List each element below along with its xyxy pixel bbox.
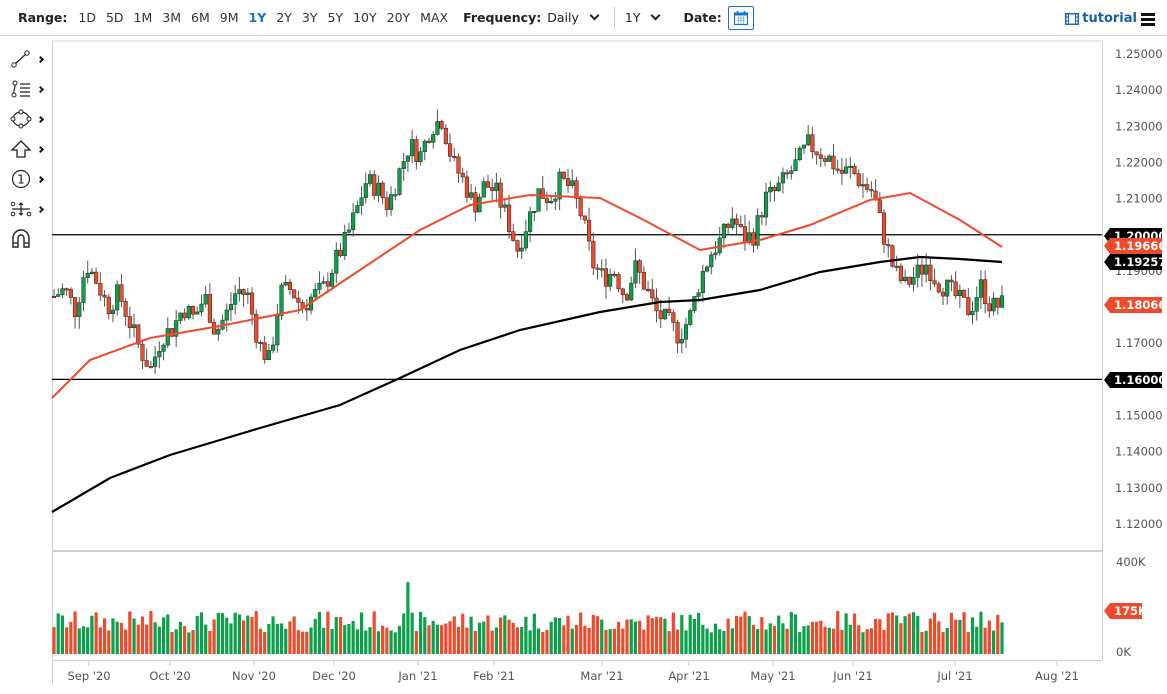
time-tick-label: Sep '20 [67,669,110,683]
time-tick-label: Mar '21 [580,669,623,683]
range-button-1d[interactable]: 1D [78,10,96,25]
short-moving-average-line [51,191,1003,399]
price-axis: 1.250001.240001.230001.220001.210001.200… [1115,47,1163,531]
frequency-label: Frequency: [463,10,542,25]
range-buttons: 1D 5D 1M 3M 6M 9M 1Y 2Y 3Y 5Y 10Y 20Y MAX [73,10,453,25]
range-button-20y[interactable]: 20Y [386,10,411,25]
date-label: Date: [683,10,722,25]
horizontal-lines[interactable] [52,234,1102,381]
range-button-2y[interactable]: 2Y [276,10,292,25]
tutorial-link[interactable]: tutorial [1065,11,1137,26]
shapes-tool[interactable] [0,104,50,134]
price-tick-label: 1.14000 [1115,445,1163,459]
measure-tool[interactable] [0,194,50,224]
period-value: 1Y [624,10,641,25]
price-tick-label: 1.25000 [1115,47,1163,61]
volume-bars [52,582,1004,654]
range-button-1y[interactable]: 1Y [248,10,267,25]
svg-text:1.19257: 1.19257 [1114,255,1166,269]
price-tick-label: 1.13000 [1115,481,1163,495]
film-icon [1065,12,1080,25]
range-button-3y[interactable]: 3Y [301,10,318,25]
arrow-up-icon [10,140,32,158]
range-button-max[interactable]: MAX [420,10,449,25]
fib-lines-icon [11,80,30,98]
range-button-9m[interactable]: 9M [219,10,239,25]
hamburger-menu-icon[interactable] [1141,13,1155,28]
price-tick-label: 1.21000 [1115,192,1163,206]
volume-axis: 400K 0K 175K [1104,555,1148,659]
svg-text:1: 1 [17,173,25,187]
volume-tick-label: 400K [1116,555,1146,569]
time-tick-label: Apr '21 [668,669,709,683]
volume-tag [1104,603,1142,619]
range-button-6m[interactable]: 6M [191,10,210,25]
time-tick-label: Aug '21 [1035,669,1079,683]
svg-text:1.19666: 1.19666 [1114,239,1166,253]
range-button-3m[interactable]: 3M [162,10,182,25]
trend-line-tool[interactable] [0,44,50,74]
fibonacci-tool[interactable] [0,74,50,104]
svg-text:175K: 175K [1114,604,1148,618]
annotation-tool[interactable]: 1 [0,164,50,194]
price-tick-label: 1.17000 [1115,336,1163,350]
price-tag [1104,372,1162,388]
measure-icon [10,201,32,217]
time-tick-label: Oct '20 [149,669,190,683]
frequency-dropdown[interactable]: Daily [547,10,604,25]
range-label: Range: [18,10,68,25]
price-tag [1104,297,1162,313]
volume-tick-label: 0K [1116,645,1131,659]
price-tick-label: 1.22000 [1115,155,1163,169]
range-button-5y[interactable]: 5Y [327,10,344,25]
price-tick-label: 1.23000 [1115,119,1163,133]
price-tick-label: 1.24000 [1115,83,1163,97]
price-tick-label: 1.15000 [1115,409,1163,423]
period-dropdown[interactable]: 1Y [625,10,666,25]
time-tick-label: Dec '20 [312,669,356,683]
price-tag [1104,254,1162,270]
drawing-tools-sidebar: 1 [0,44,50,254]
time-tick-label: Jul '21 [936,669,972,683]
time-tick-label: Nov '20 [232,669,276,683]
svg-text:1.16000: 1.16000 [1114,373,1166,387]
calendar-icon [733,10,748,25]
candlesticks [51,109,1005,375]
time-axis: Sep '20 Oct '20 Nov '20 Dec '20 Jan '21 Feb '… [67,661,1079,683]
time-tick-label: Jan '21 [397,669,437,683]
chart-toolbar: Range: 1D 5D 1M 3M 6M 9M 1Y 2Y 3Y 5Y 10Y 20Y MAX Fre… [0,0,1167,36]
range-button-1m[interactable]: 1M [133,10,153,25]
time-tick-label: May '21 [750,669,795,683]
range-button-5d[interactable]: 5D [105,10,124,25]
chart-frame [52,40,1103,685]
time-tick-label: Jun '21 [832,669,872,683]
tutorial-label: tutorial [1082,11,1137,26]
frequency-value: Daily [547,10,579,25]
date-picker-button[interactable] [727,5,754,30]
range-button-10y[interactable]: 10Y [353,10,377,25]
price-tag [1104,238,1162,254]
svg-text:1.18066: 1.18066 [1114,298,1166,312]
line-segment-icon [11,50,30,68]
time-tick-label: Feb '21 [473,669,515,683]
price-tick-label: 1.12000 [1115,517,1163,531]
long-moving-average-line [51,255,1003,513]
numbered-circle-icon: 1 [11,169,31,189]
magnet-icon [12,229,30,248]
divider [613,6,615,29]
arrow-tool[interactable] [0,134,50,164]
magnet-tool[interactable] [0,224,50,254]
shape-nodes-icon [10,109,32,129]
